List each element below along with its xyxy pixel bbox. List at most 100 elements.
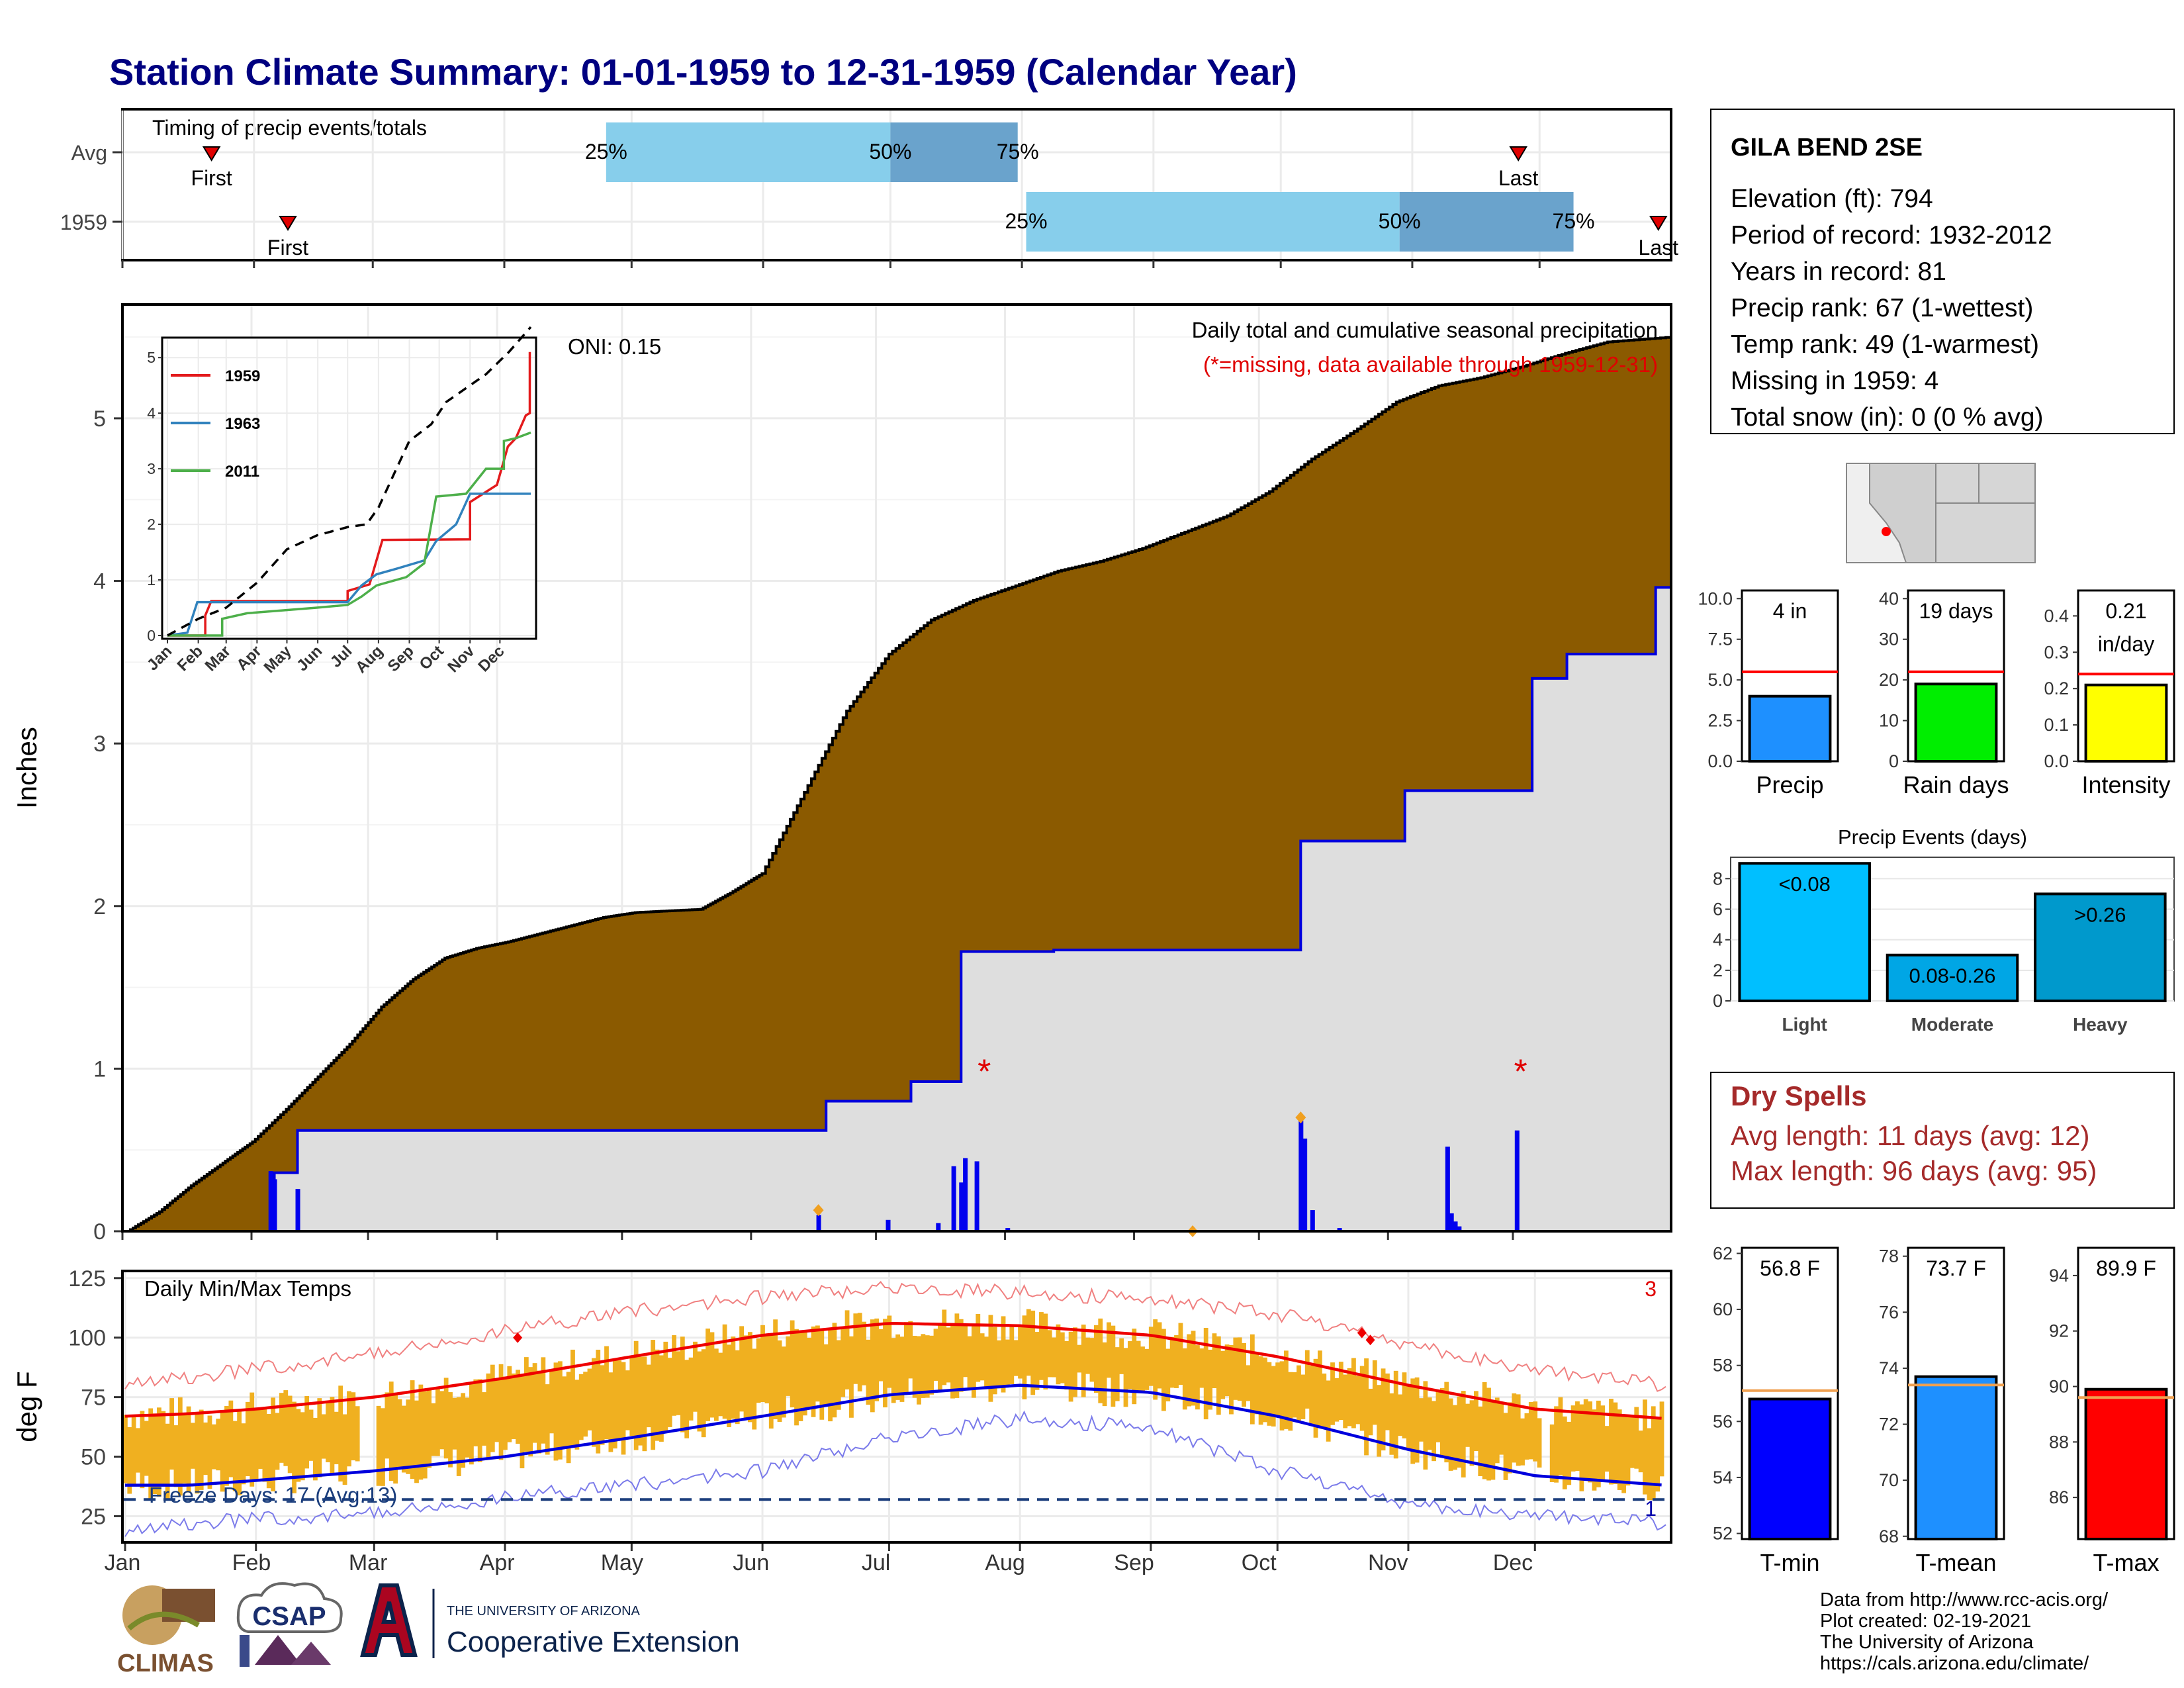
ua-small-text: THE UNIVERSITY OF ARIZONA	[447, 1604, 641, 1618]
daily-temp-bar	[296, 1409, 301, 1482]
daily-temp-bar	[676, 1351, 681, 1415]
credits: Data from http://www.rcc-acis.org/ Plot …	[1820, 1589, 2109, 1674]
inset-y-tick-label: 5	[147, 349, 156, 366]
daily-temp-bar	[1461, 1391, 1466, 1477]
inset-y-tick-label: 3	[147, 460, 156, 477]
timing-label-75: 75%	[1553, 209, 1595, 233]
daily-temp-bar	[1081, 1324, 1086, 1397]
mini-value-bar	[2084, 1387, 2168, 1541]
daily-temp-bar	[1549, 1424, 1555, 1483]
daily-temp-bar	[1127, 1341, 1132, 1389]
daily-temp-bar	[570, 1349, 575, 1446]
mini-y-tick-label: 10.0	[1698, 588, 1733, 608]
daily-temp-bar	[566, 1372, 571, 1464]
inset-legend-label: 2011	[225, 463, 259, 481]
daily-temp-bar	[1389, 1393, 1394, 1455]
mini-category-label: Intensity	[2081, 771, 2170, 798]
daily-temp-bar	[933, 1329, 938, 1381]
daily-temp-bar	[1136, 1340, 1141, 1393]
credit-data: Data from http://www.rcc-acis.org/	[1820, 1589, 2109, 1611]
daily-temp-bar	[1617, 1409, 1622, 1490]
daily-temp-bar	[1018, 1326, 1023, 1379]
daily-temp-bar	[992, 1327, 997, 1395]
mini-y-tick-label: 62	[1713, 1243, 1733, 1263]
daily-temp-bar	[482, 1392, 486, 1446]
daily-temp-bar	[891, 1338, 896, 1403]
daily-temp-bar	[195, 1413, 200, 1494]
daily-temp-bar	[1385, 1373, 1390, 1430]
daily-temp-bar	[659, 1355, 664, 1442]
precip-y-tick-label: 0	[93, 1219, 106, 1244]
events-y-tick-label: 8	[1713, 868, 1723, 888]
daily-temp-bar	[443, 1378, 449, 1459]
daily-temp-bar	[326, 1401, 330, 1463]
daily-temp-bar	[123, 1415, 128, 1483]
daily-temp-bar	[899, 1336, 905, 1402]
daily-temp-bar	[1030, 1310, 1036, 1395]
timing-row-label: 1959	[60, 211, 107, 234]
daily-precip-bar	[1449, 1213, 1454, 1231]
station-line-period: Period of record: 1932-2012	[1731, 221, 2052, 250]
daily-temp-bar	[1486, 1387, 1491, 1481]
daily-temp-bar	[1229, 1344, 1234, 1415]
daily-temp-bar	[1402, 1372, 1407, 1438]
ua-big-text: Cooperative Extension	[447, 1626, 740, 1658]
daily-precip-bar	[1005, 1228, 1011, 1231]
daily-precip-bar	[268, 1171, 273, 1231]
daily-temp-bar	[1448, 1398, 1453, 1471]
climas-logo-text: CLIMAS	[117, 1650, 214, 1677]
timing-label-75: 75%	[997, 140, 1039, 164]
daily-temp-bar	[1322, 1373, 1327, 1429]
daily-temp-bar	[1216, 1336, 1221, 1415]
daily-temp-bar	[1439, 1387, 1445, 1456]
daily-temp-bar	[1647, 1428, 1652, 1501]
temps-y-tick-label: 75	[81, 1385, 106, 1411]
daily-temp-bar	[1600, 1405, 1606, 1479]
daily-temp-bar	[1503, 1413, 1508, 1480]
daily-temp-bar	[655, 1349, 660, 1441]
daily-temp-bar	[1414, 1377, 1420, 1463]
daily-temp-bar	[216, 1419, 221, 1471]
daily-temp-bar	[781, 1346, 786, 1418]
daily-temp-bar	[811, 1326, 816, 1417]
precip-y-tick-label: 5	[93, 406, 106, 432]
daily-temp-bar	[1034, 1332, 1040, 1390]
daily-temp-bar	[1655, 1417, 1661, 1492]
daily-temp-bar	[1052, 1337, 1056, 1378]
daily-temp-bar	[591, 1358, 596, 1447]
daily-temp-bar	[1596, 1400, 1601, 1487]
daily-temp-bar	[245, 1401, 250, 1476]
daily-temp-bar	[494, 1379, 500, 1442]
daily-temp-bar	[713, 1348, 719, 1421]
daily-precip-bar	[974, 1161, 979, 1231]
daily-temp-bar	[1326, 1380, 1331, 1442]
precip-subtitle: (*=missing, data available through 1959-…	[1203, 352, 1658, 377]
daily-temp-bar	[1338, 1362, 1343, 1421]
mini-value-label-2: in/day	[2098, 632, 2154, 656]
daily-temp-bar	[802, 1330, 807, 1416]
precip-y-tick-label: 4	[93, 569, 106, 594]
daily-precip-bar	[951, 1166, 956, 1231]
x-month-label: Feb	[232, 1550, 271, 1575]
daily-temp-bar	[1195, 1345, 1200, 1410]
daily-temp-bar	[1465, 1403, 1471, 1447]
daily-precip-bar	[1337, 1228, 1342, 1231]
daily-temp-bar	[1592, 1409, 1597, 1491]
mini-value-bar	[1914, 1375, 1998, 1541]
daily-temp-bar	[908, 1321, 913, 1379]
inset-series-line-1963	[167, 492, 531, 637]
daily-temp-bar	[705, 1329, 710, 1421]
mini-y-tick-label: 0.2	[2044, 679, 2069, 698]
daily-temp-bar	[684, 1360, 690, 1438]
daily-temp-bar	[1224, 1344, 1230, 1397]
daily-temp-bar	[381, 1408, 385, 1486]
events-y-tick-label: 4	[1713, 930, 1723, 950]
credit-url: https://cals.arizona.edu/climate/	[1820, 1653, 2089, 1674]
daily-temp-bar	[1528, 1401, 1533, 1460]
daily-temp-bar	[401, 1405, 406, 1473]
mini-y-tick-label: 5.0	[1707, 670, 1733, 690]
daily-temp-bar	[984, 1336, 989, 1389]
oni-label: ONI: 0.15	[568, 334, 661, 359]
